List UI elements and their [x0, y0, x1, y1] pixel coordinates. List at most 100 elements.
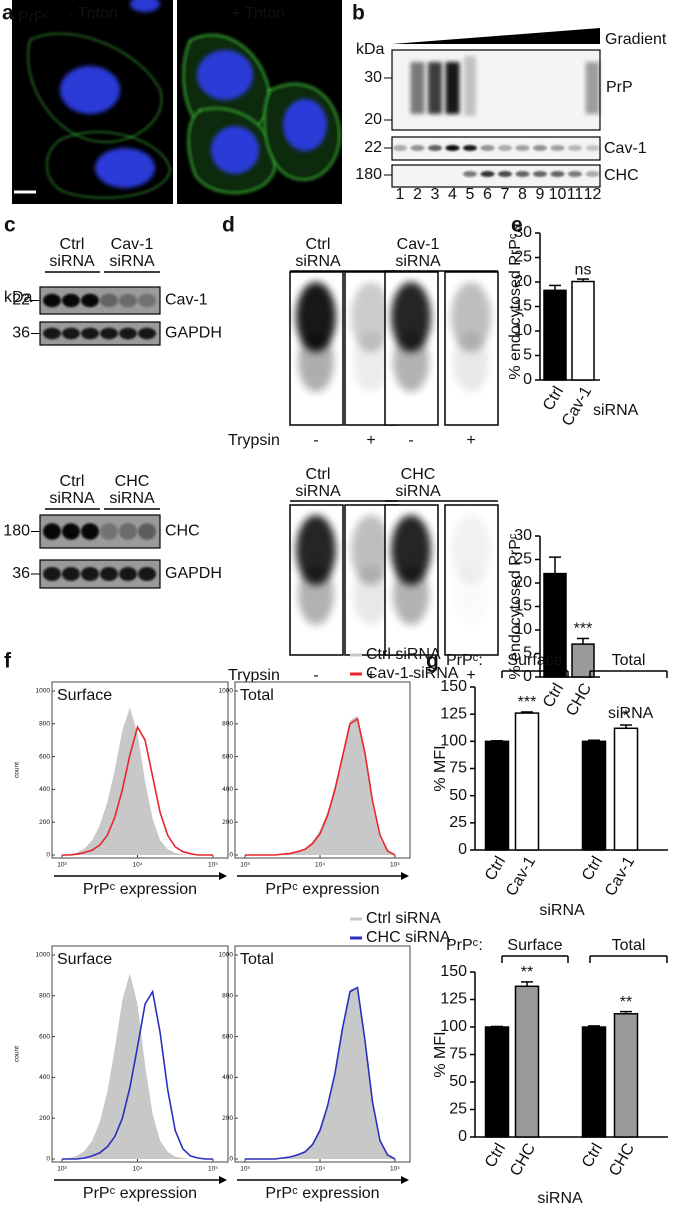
blot-band: [81, 523, 99, 540]
bar: [484, 740, 510, 851]
y-tick-label: 20: [514, 273, 532, 290]
y-tick-label: 125: [440, 705, 467, 722]
blot-band: [428, 145, 442, 151]
y-tick-label: 25: [514, 249, 532, 266]
group-label: CHC: [115, 473, 150, 490]
lane-number: 8: [518, 186, 527, 203]
panel-letter: e: [511, 214, 523, 237]
bar: [581, 1026, 607, 1138]
y-tick-label: 20: [514, 574, 532, 591]
group-label: Surface: [507, 937, 562, 954]
legend-label: Cav-1 siRNA: [366, 665, 459, 682]
treatment-sign: -: [408, 432, 413, 449]
y-axis-label: count: [14, 762, 21, 778]
treatment-label: Trypsin: [228, 667, 280, 684]
y-tick-label: 125: [440, 991, 467, 1008]
x-tick-label: 10⁴: [315, 1166, 325, 1173]
group-label: Cav-1: [111, 236, 154, 253]
y-tick-label: 1000: [219, 952, 234, 959]
y-tick-label: 800: [222, 721, 233, 728]
treatment-sign: +: [466, 667, 475, 684]
blot-smear: [296, 282, 336, 352]
group-label: Total: [612, 937, 646, 954]
bar: [581, 740, 607, 851]
arrow-head: [219, 872, 227, 880]
y-tick-label: 400: [222, 786, 233, 793]
blot-band: [43, 293, 61, 308]
significance-label: ***: [518, 694, 537, 711]
x-tick-label: 10⁴: [315, 862, 325, 869]
blot-band: [515, 171, 530, 177]
mw-marker: 180: [3, 523, 30, 540]
y-tick-label: 30: [514, 527, 532, 544]
blot-band: [568, 171, 582, 177]
x-axis-label: PrPᶜ expression: [265, 881, 379, 898]
histogram-line: [62, 725, 213, 856]
band-label: CHC: [165, 523, 200, 540]
x-tick-label: Ctrl: [540, 681, 567, 711]
blot-smear: [353, 332, 389, 392]
x-tick-label: Ctrl: [482, 1141, 509, 1171]
x-tick-label: 10⁴: [132, 1166, 142, 1173]
blot-smear: [298, 332, 334, 392]
panel-title: Surface: [57, 951, 112, 968]
bar: [571, 280, 595, 381]
blot-band: [585, 145, 600, 151]
group-label: Cav-1: [397, 236, 440, 253]
blot-band: [550, 145, 565, 151]
bar: [543, 289, 567, 381]
blot-band: [62, 293, 80, 308]
blot-band: [464, 56, 476, 116]
blot-band: [119, 293, 137, 308]
unit-label: kDa: [4, 289, 33, 306]
bar: [484, 1026, 510, 1138]
blot-band: [119, 567, 137, 581]
panel-title: Surface: [57, 687, 112, 704]
blot-smear: [451, 515, 491, 585]
y-tick-label: 5: [523, 347, 532, 364]
lane-number: 2: [413, 186, 422, 203]
histogram-line: [62, 989, 213, 1160]
y-tick-label: 50: [449, 1073, 467, 1090]
lane-number: 1: [396, 186, 405, 203]
treatment-sign: -: [313, 667, 318, 684]
gradient-wedge: [392, 28, 600, 44]
blot-band: [428, 62, 442, 114]
y-tick-label: 200: [222, 1115, 233, 1122]
group-label: Ctrl: [306, 236, 331, 253]
group-label: Ctrl: [306, 466, 331, 483]
blot-band: [119, 523, 137, 540]
y-axis-label: % endocytosed PrPᶜ: [507, 233, 524, 380]
y-tick-label: 100: [440, 733, 467, 750]
x-tick-label: CHC: [606, 1141, 638, 1180]
blot-smear: [351, 515, 391, 585]
arrow-head: [219, 1176, 227, 1184]
mw-marker: 180: [355, 166, 382, 183]
lane-number: 3: [431, 186, 440, 203]
band-label: GAPDH: [165, 325, 222, 342]
significance-label: *: [623, 707, 629, 724]
blot-band: [138, 567, 156, 581]
blot-band: [81, 293, 99, 308]
lane-number: 11: [567, 186, 584, 203]
band-label: CHC: [604, 167, 639, 184]
y-tick-label: 5: [523, 645, 532, 662]
blot-smear: [393, 332, 429, 392]
group-title: PrPᶜ:: [446, 937, 483, 954]
bar: [571, 643, 595, 678]
y-tick-label: 30: [514, 224, 532, 241]
mw-marker: 22: [12, 292, 30, 309]
x-tick-label: CHC: [563, 681, 595, 720]
y-tick-label: 400: [39, 1074, 50, 1081]
y-tick-label: 75: [449, 760, 467, 777]
blot-smear: [353, 565, 389, 625]
blot-band: [550, 171, 565, 177]
histogram-line: [245, 717, 396, 856]
y-tick-label: 0: [46, 852, 50, 859]
x-axis-label: siRNA: [593, 402, 639, 419]
blot-band: [515, 145, 530, 151]
treatment-sign: +: [466, 432, 475, 449]
blot-band: [43, 523, 61, 540]
significance-label: ***: [574, 621, 593, 638]
x-tick-label: Ctrl: [579, 1141, 606, 1171]
